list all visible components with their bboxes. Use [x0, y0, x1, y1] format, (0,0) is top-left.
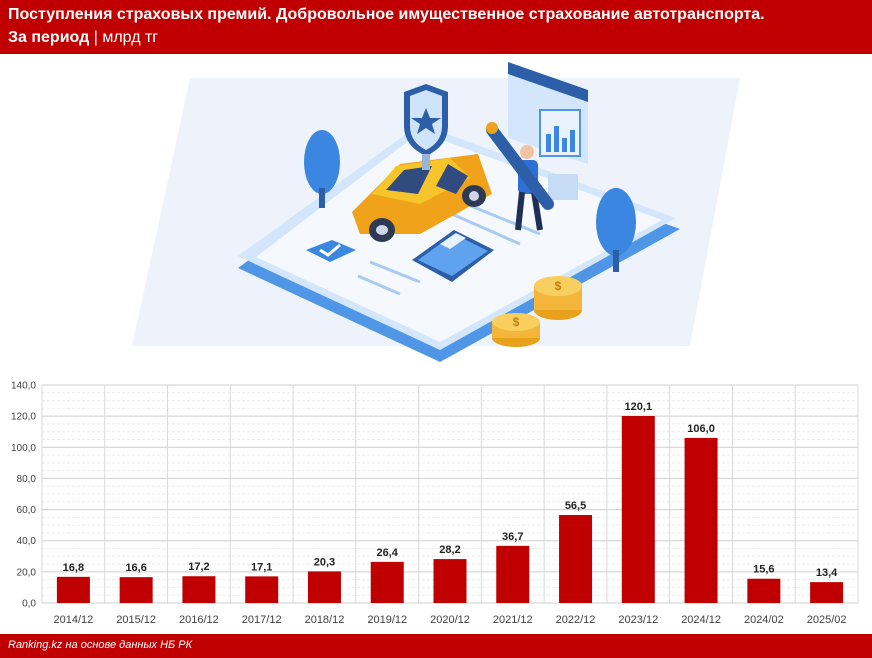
x-tick-label: 2015/12 [116, 614, 156, 626]
svg-text:$: $ [555, 279, 562, 293]
data-label: 17,1 [251, 561, 272, 573]
source-text: Ranking.kz на основе данных НБ РК [8, 639, 193, 651]
bar [621, 415, 655, 603]
chart-header: Поступления страховых премий. Добровольн… [0, 0, 872, 54]
tree-icon [596, 188, 636, 272]
y-tick-label: 140,0 [11, 381, 36, 392]
browser-window-icon [508, 62, 588, 200]
y-tick-label: 20,0 [17, 567, 37, 578]
data-label: 106,0 [687, 423, 715, 435]
bar [747, 578, 781, 603]
grid-lines [41, 384, 859, 604]
data-label: 36,7 [502, 531, 523, 543]
y-tick-label: 60,0 [17, 505, 37, 516]
x-tick-label: 2019/12 [367, 614, 407, 626]
x-axis-tick-labels: 2014/12 2015/12 2016/12 2017/12 2018/12 2019/… [54, 614, 847, 626]
data-label: 56,5 [565, 500, 586, 512]
data-label: 13,4 [816, 567, 838, 579]
coins-icon: $ $ [492, 276, 582, 347]
unit-label: млрд тг [102, 29, 159, 46]
x-tick-label: 2016/12 [179, 614, 219, 626]
bar [433, 559, 467, 603]
data-label: 20,3 [314, 556, 335, 568]
x-tick-label: 2017/12 [242, 614, 282, 626]
y-tick-label: 0,0 [22, 599, 36, 610]
data-label: 17,2 [188, 561, 209, 573]
subtitle-separator: | [93, 29, 98, 46]
bar [496, 545, 530, 603]
shield-star-icon [404, 84, 448, 170]
bar [370, 561, 404, 603]
chart-subtitle: За период | млрд тг [8, 29, 158, 47]
data-label: 15,6 [753, 564, 774, 576]
bars [56, 415, 844, 603]
source-footer: Ranking.kz на основе данных НБ РК [0, 634, 872, 658]
checkmark-icon [306, 240, 356, 262]
insurance-illustration: $ $ [132, 62, 740, 362]
data-label: 16,6 [125, 562, 146, 574]
data-label: 26,4 [377, 547, 399, 559]
svg-text:$: $ [513, 315, 520, 329]
data-labels: 16,8 16,6 17,2 17,1 20,3 26,4 28,2 36,7 56,5 120,… [63, 401, 839, 579]
bar [56, 576, 90, 603]
tree-icon [304, 130, 340, 208]
y-tick-label: 100,0 [11, 443, 36, 454]
y-tick-label: 40,0 [17, 536, 37, 547]
y-tick-label: 120,0 [11, 412, 36, 423]
car-icon [352, 154, 492, 242]
bar [684, 437, 718, 603]
bar [810, 582, 844, 603]
y-tick-label: 80,0 [17, 474, 37, 485]
x-tick-label: 2025/02 [807, 614, 847, 626]
bar [307, 571, 341, 603]
x-tick-label: 2021/12 [493, 614, 533, 626]
calculator-icon [412, 230, 494, 282]
x-tick-label: 2022/12 [556, 614, 596, 626]
x-tick-label: 2024/02 [744, 614, 784, 626]
data-label: 16,8 [63, 562, 84, 574]
pen-icon [486, 122, 554, 210]
bar [245, 576, 279, 603]
data-label: 28,2 [439, 544, 460, 556]
y-axis-tick-labels: 0,0 20,0 40,0 60,0 80,0 100,0 120,0 140,0 [11, 381, 36, 610]
x-tick-label: 2020/12 [430, 614, 470, 626]
bar [182, 576, 216, 603]
x-tick-label: 2024/12 [681, 614, 721, 626]
chart-title: Поступления страховых премий. Добровольн… [8, 6, 765, 23]
x-tick-label: 2018/12 [305, 614, 345, 626]
bar [559, 515, 593, 603]
period-label: За период [8, 29, 90, 46]
form-lines [357, 202, 541, 296]
bar [119, 577, 153, 603]
x-tick-label: 2014/12 [54, 614, 94, 626]
x-tick-label: 2023/12 [618, 614, 658, 626]
data-label: 120,1 [625, 401, 653, 413]
